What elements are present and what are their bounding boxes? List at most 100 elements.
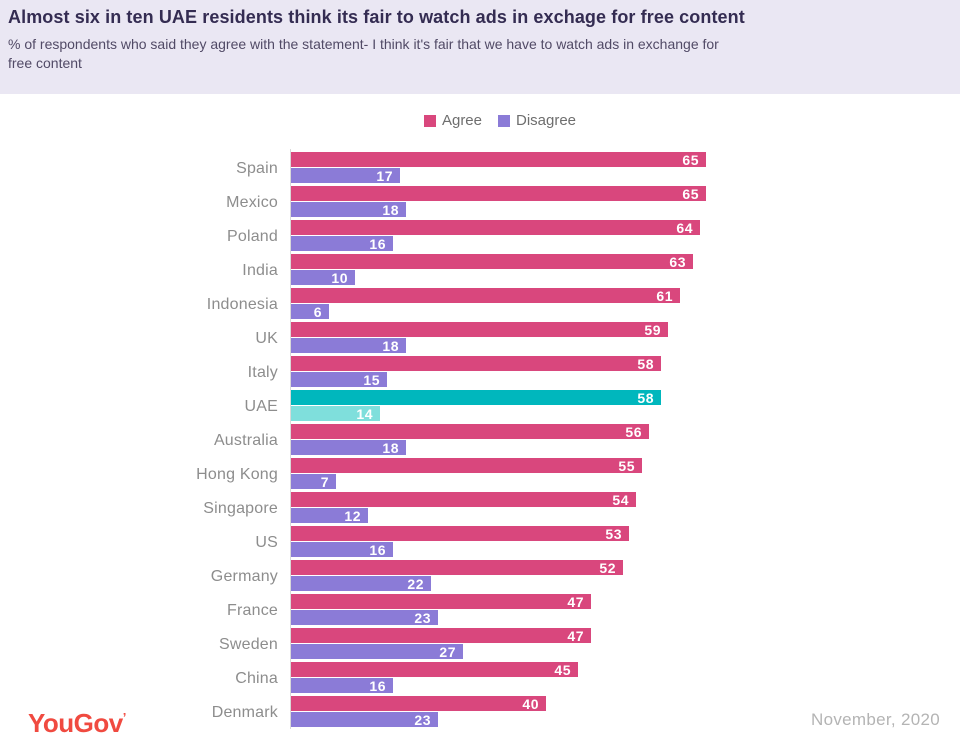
row-bars: 65 17 bbox=[291, 151, 706, 184]
country-label: Denmark bbox=[211, 704, 278, 721]
row-bars: 58 15 bbox=[291, 355, 661, 388]
disagree-swatch-icon bbox=[498, 114, 510, 127]
disagree-value: 18 bbox=[382, 201, 399, 218]
disagree-bar: 27 bbox=[291, 644, 463, 660]
country-label: Germany bbox=[210, 568, 278, 585]
agree-value: 61 bbox=[656, 287, 673, 304]
disagree-value: 17 bbox=[376, 167, 393, 184]
disagree-bar: 22 bbox=[291, 575, 431, 592]
agree-bar: 61 bbox=[291, 287, 680, 304]
disagree-value: 22 bbox=[407, 575, 424, 592]
agree-value: 65 bbox=[682, 151, 699, 168]
country-label: India bbox=[242, 262, 278, 279]
chart-row: China 45 16 bbox=[0, 662, 960, 696]
chart-row: India 63 10 bbox=[0, 254, 960, 288]
chart-subtitle: % of respondents who said they agree wit… bbox=[8, 35, 950, 73]
header: Almost six in ten UAE residents think it… bbox=[0, 0, 960, 94]
yougov-logo-text: YouGov bbox=[28, 708, 123, 738]
date-stamp: November, 2020 bbox=[811, 710, 940, 729]
disagree-value: 16 bbox=[369, 541, 386, 558]
row-bars: 53 16 bbox=[291, 525, 629, 558]
agree-bar: 45 bbox=[291, 662, 578, 678]
disagree-value: 23 bbox=[414, 609, 431, 626]
country-label: Singapore bbox=[203, 500, 278, 517]
chart-row: UAE 58 14 bbox=[0, 390, 960, 424]
disagree-value: 6 bbox=[313, 303, 322, 320]
agree-value: 58 bbox=[637, 389, 654, 406]
agree-bar: 53 bbox=[291, 525, 629, 542]
country-label: Italy bbox=[247, 364, 278, 381]
row-bars: 54 12 bbox=[291, 491, 636, 524]
chart-row: Australia 56 18 bbox=[0, 424, 960, 458]
chart-row: Denmark 40 23 bbox=[0, 696, 960, 730]
chart-row: Germany 52 22 bbox=[0, 560, 960, 594]
country-label: US bbox=[255, 534, 278, 551]
disagree-value: 16 bbox=[369, 235, 386, 252]
agree-value: 59 bbox=[644, 321, 661, 338]
y-axis-line bbox=[290, 149, 291, 729]
agree-value: 40 bbox=[522, 695, 539, 712]
agree-swatch-icon bbox=[423, 114, 436, 127]
country-label: Poland bbox=[226, 228, 278, 245]
row-bars: 47 23 bbox=[291, 593, 591, 626]
agree-value: 58 bbox=[637, 355, 654, 372]
row-bars: 40 23 bbox=[291, 695, 546, 728]
agree-bar: 59 bbox=[291, 321, 668, 338]
disagree-bar: 16 bbox=[291, 235, 393, 252]
chart-row: Italy 58 15 bbox=[0, 356, 960, 390]
agree-bar: 64 bbox=[291, 219, 700, 236]
bar-chart: Spain 65 17 Mexico 65 18 Poland 64 16 India 63 10 In… bbox=[0, 149, 960, 730]
agree-bar: 55 bbox=[291, 457, 642, 474]
chart-rows: Spain 65 17 Mexico 65 18 Poland 64 16 India 63 10 In… bbox=[0, 152, 960, 730]
disagree-value: 15 bbox=[363, 371, 380, 388]
chart-title: Almost six in ten UAE residents think it… bbox=[8, 7, 745, 27]
chart-row: UK 59 18 bbox=[0, 322, 960, 356]
disagree-value: 16 bbox=[369, 677, 386, 694]
disagree-bar: 14 bbox=[291, 405, 380, 422]
agree-value: 64 bbox=[676, 219, 693, 236]
country-label: UK bbox=[255, 330, 278, 347]
chart-row: Hong Kong 55 7 bbox=[0, 458, 960, 492]
disagree-value: 18 bbox=[382, 439, 399, 456]
row-bars: 64 16 bbox=[291, 219, 700, 252]
agree-bar: 63 bbox=[291, 254, 693, 270]
agree-bar: 65 bbox=[291, 151, 706, 168]
disagree-bar: 16 bbox=[291, 677, 393, 694]
row-bars: 61 6 bbox=[291, 287, 680, 320]
agree-value: 54 bbox=[612, 491, 629, 508]
agree-bar: 47 bbox=[291, 593, 591, 610]
agree-bar: 65 bbox=[291, 185, 706, 202]
chart-row: Singapore 54 12 bbox=[0, 492, 960, 526]
country-label: Indonesia bbox=[206, 296, 278, 313]
agree-value: 55 bbox=[618, 457, 635, 474]
row-bars: 59 18 bbox=[291, 321, 668, 354]
agree-value: 65 bbox=[682, 185, 699, 202]
agree-bar: 58 bbox=[291, 389, 661, 406]
country-label: China bbox=[235, 670, 278, 687]
agree-bar: 52 bbox=[291, 559, 623, 576]
row-bars: 65 18 bbox=[291, 185, 706, 218]
agree-value: 52 bbox=[599, 559, 616, 576]
agree-value: 53 bbox=[605, 525, 622, 542]
country-label: Mexico bbox=[226, 194, 278, 211]
disagree-bar: 23 bbox=[291, 609, 438, 626]
agree-bar: 54 bbox=[291, 491, 636, 508]
disagree-bar: 10 bbox=[291, 270, 355, 286]
disagree-bar: 17 bbox=[291, 167, 400, 184]
disagree-value: 18 bbox=[382, 337, 399, 354]
disagree-bar: 15 bbox=[291, 371, 387, 388]
agree-value: 56 bbox=[625, 423, 642, 440]
disagree-bar: 18 bbox=[291, 439, 406, 456]
chart-row: Poland 64 16 bbox=[0, 220, 960, 254]
disagree-bar: 6 bbox=[291, 303, 329, 320]
disagree-value: 14 bbox=[356, 405, 373, 422]
agree-bar: 58 bbox=[291, 355, 661, 372]
legend: Agree Disagree bbox=[290, 112, 710, 129]
row-bars: 47 27 bbox=[291, 628, 591, 660]
agree-value: 47 bbox=[567, 593, 584, 610]
disagree-bar: 12 bbox=[291, 508, 368, 524]
chart-row: Mexico 65 18 bbox=[0, 186, 960, 220]
chart-subtitle-line2: free content bbox=[8, 55, 82, 71]
legend-item-agree: Agree bbox=[423, 112, 482, 129]
